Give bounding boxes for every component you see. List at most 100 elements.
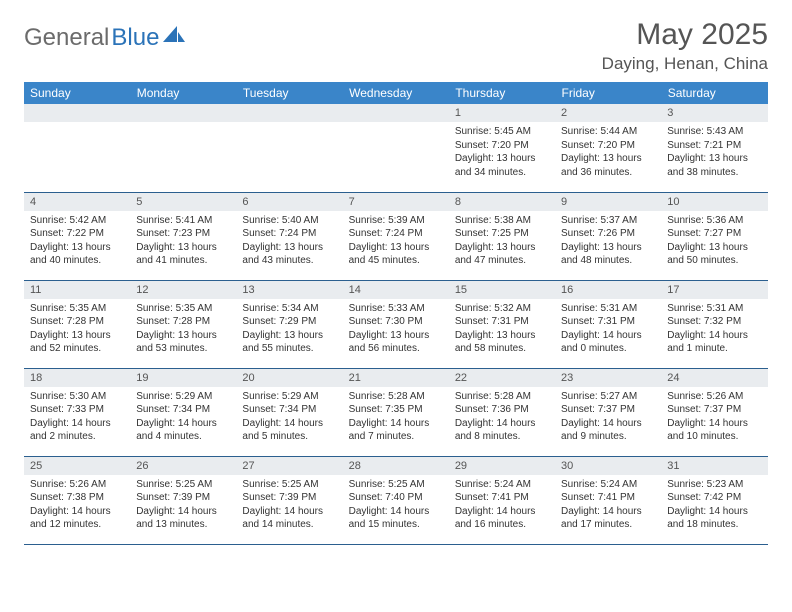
sunset-text: Sunset: 7:42 PM [667,491,761,505]
sunset-text: Sunset: 7:28 PM [30,315,124,329]
calendar-day-cell: 8Sunrise: 5:38 AMSunset: 7:25 PMDaylight… [449,192,555,280]
calendar-day-cell: 21Sunrise: 5:28 AMSunset: 7:35 PMDayligh… [343,368,449,456]
day-details: Sunrise: 5:24 AMSunset: 7:41 PMDaylight:… [555,475,661,534]
logo-text-blue: Blue [111,24,159,52]
sunset-text: Sunset: 7:24 PM [349,227,443,241]
day-number: 12 [130,281,236,299]
calendar-day-cell: 22Sunrise: 5:28 AMSunset: 7:36 PMDayligh… [449,368,555,456]
calendar-day-cell: 4Sunrise: 5:42 AMSunset: 7:22 PMDaylight… [24,192,130,280]
day-number: 30 [555,457,661,475]
day-number: 20 [236,369,342,387]
calendar-day-cell: 25Sunrise: 5:26 AMSunset: 7:38 PMDayligh… [24,456,130,544]
daylight-text: Daylight: 14 hours and 10 minutes. [667,417,761,444]
day-number: 17 [661,281,767,299]
sunrise-text: Sunrise: 5:43 AM [667,125,761,139]
day-number: 21 [343,369,449,387]
calendar-week-row: 4Sunrise: 5:42 AMSunset: 7:22 PMDaylight… [24,192,768,280]
daylight-text: Daylight: 13 hours and 53 minutes. [136,329,230,356]
day-details: Sunrise: 5:31 AMSunset: 7:31 PMDaylight:… [555,299,661,358]
calendar-day-cell: 26Sunrise: 5:25 AMSunset: 7:39 PMDayligh… [130,456,236,544]
daylight-text: Daylight: 14 hours and 15 minutes. [349,505,443,532]
daylight-text: Daylight: 13 hours and 40 minutes. [30,241,124,268]
sunrise-text: Sunrise: 5:32 AM [455,302,549,316]
day-details: Sunrise: 5:29 AMSunset: 7:34 PMDaylight:… [236,387,342,446]
daylight-text: Daylight: 13 hours and 38 minutes. [667,152,761,179]
day-number: 19 [130,369,236,387]
sunset-text: Sunset: 7:41 PM [561,491,655,505]
sunrise-text: Sunrise: 5:41 AM [136,214,230,228]
calendar-day-cell: 14Sunrise: 5:33 AMSunset: 7:30 PMDayligh… [343,280,449,368]
day-number: 31 [661,457,767,475]
calendar-day-cell: 1Sunrise: 5:45 AMSunset: 7:20 PMDaylight… [449,104,555,192]
sunrise-text: Sunrise: 5:34 AM [242,302,336,316]
day-number: 14 [343,281,449,299]
sunset-text: Sunset: 7:37 PM [667,403,761,417]
weekday-header: Saturday [661,82,767,104]
sunset-text: Sunset: 7:34 PM [136,403,230,417]
sunset-text: Sunset: 7:39 PM [136,491,230,505]
day-details: Sunrise: 5:23 AMSunset: 7:42 PMDaylight:… [661,475,767,534]
sunrise-text: Sunrise: 5:29 AM [136,390,230,404]
sunset-text: Sunset: 7:39 PM [242,491,336,505]
sunset-text: Sunset: 7:20 PM [561,139,655,153]
sunset-text: Sunset: 7:38 PM [30,491,124,505]
sunrise-text: Sunrise: 5:23 AM [667,478,761,492]
logo: General Blue [24,24,185,52]
day-number: 16 [555,281,661,299]
day-number: 26 [130,457,236,475]
calendar-day-cell: 9Sunrise: 5:37 AMSunset: 7:26 PMDaylight… [555,192,661,280]
daylight-text: Daylight: 13 hours and 48 minutes. [561,241,655,268]
daylight-text: Daylight: 14 hours and 5 minutes. [242,417,336,444]
daylight-text: Daylight: 13 hours and 47 minutes. [455,241,549,268]
daylight-text: Daylight: 13 hours and 58 minutes. [455,329,549,356]
sunset-text: Sunset: 7:37 PM [561,403,655,417]
calendar-day-cell: 11Sunrise: 5:35 AMSunset: 7:28 PMDayligh… [24,280,130,368]
calendar-day-cell: 2Sunrise: 5:44 AMSunset: 7:20 PMDaylight… [555,104,661,192]
day-details: Sunrise: 5:44 AMSunset: 7:20 PMDaylight:… [555,122,661,181]
day-details: Sunrise: 5:35 AMSunset: 7:28 PMDaylight:… [130,299,236,358]
sunrise-text: Sunrise: 5:31 AM [667,302,761,316]
day-number: 27 [236,457,342,475]
calendar-day-cell: 24Sunrise: 5:26 AMSunset: 7:37 PMDayligh… [661,368,767,456]
day-number: 5 [130,193,236,211]
day-details: Sunrise: 5:28 AMSunset: 7:35 PMDaylight:… [343,387,449,446]
day-number: 15 [449,281,555,299]
sunset-text: Sunset: 7:27 PM [667,227,761,241]
daylight-text: Daylight: 13 hours and 34 minutes. [455,152,549,179]
daylight-text: Daylight: 14 hours and 9 minutes. [561,417,655,444]
sunset-text: Sunset: 7:41 PM [455,491,549,505]
sunset-text: Sunset: 7:31 PM [455,315,549,329]
day-details: Sunrise: 5:26 AMSunset: 7:37 PMDaylight:… [661,387,767,446]
calendar-day-cell: 7Sunrise: 5:39 AMSunset: 7:24 PMDaylight… [343,192,449,280]
day-number: 9 [555,193,661,211]
day-details: Sunrise: 5:27 AMSunset: 7:37 PMDaylight:… [555,387,661,446]
daylight-text: Daylight: 13 hours and 52 minutes. [30,329,124,356]
calendar-day-cell [236,104,342,192]
sunset-text: Sunset: 7:20 PM [455,139,549,153]
daylight-text: Daylight: 14 hours and 2 minutes. [30,417,124,444]
weekday-header: Sunday [24,82,130,104]
daylight-text: Daylight: 14 hours and 4 minutes. [136,417,230,444]
day-details: Sunrise: 5:42 AMSunset: 7:22 PMDaylight:… [24,211,130,270]
calendar-day-cell: 18Sunrise: 5:30 AMSunset: 7:33 PMDayligh… [24,368,130,456]
day-number: 4 [24,193,130,211]
day-number [130,104,236,122]
daylight-text: Daylight: 14 hours and 14 minutes. [242,505,336,532]
day-details: Sunrise: 5:35 AMSunset: 7:28 PMDaylight:… [24,299,130,358]
sunrise-text: Sunrise: 5:26 AM [30,478,124,492]
daylight-text: Daylight: 14 hours and 12 minutes. [30,505,124,532]
sunrise-text: Sunrise: 5:25 AM [136,478,230,492]
calendar-day-cell: 17Sunrise: 5:31 AMSunset: 7:32 PMDayligh… [661,280,767,368]
day-details: Sunrise: 5:29 AMSunset: 7:34 PMDaylight:… [130,387,236,446]
calendar-day-cell: 5Sunrise: 5:41 AMSunset: 7:23 PMDaylight… [130,192,236,280]
page-header: General Blue May 2025 Daying, Henan, Chi… [24,18,768,74]
daylight-text: Daylight: 14 hours and 8 minutes. [455,417,549,444]
daylight-text: Daylight: 14 hours and 16 minutes. [455,505,549,532]
sunrise-text: Sunrise: 5:36 AM [667,214,761,228]
day-details: Sunrise: 5:30 AMSunset: 7:33 PMDaylight:… [24,387,130,446]
daylight-text: Daylight: 13 hours and 55 minutes. [242,329,336,356]
day-details: Sunrise: 5:39 AMSunset: 7:24 PMDaylight:… [343,211,449,270]
sunset-text: Sunset: 7:23 PM [136,227,230,241]
sunrise-text: Sunrise: 5:27 AM [561,390,655,404]
calendar-week-row: 25Sunrise: 5:26 AMSunset: 7:38 PMDayligh… [24,456,768,544]
